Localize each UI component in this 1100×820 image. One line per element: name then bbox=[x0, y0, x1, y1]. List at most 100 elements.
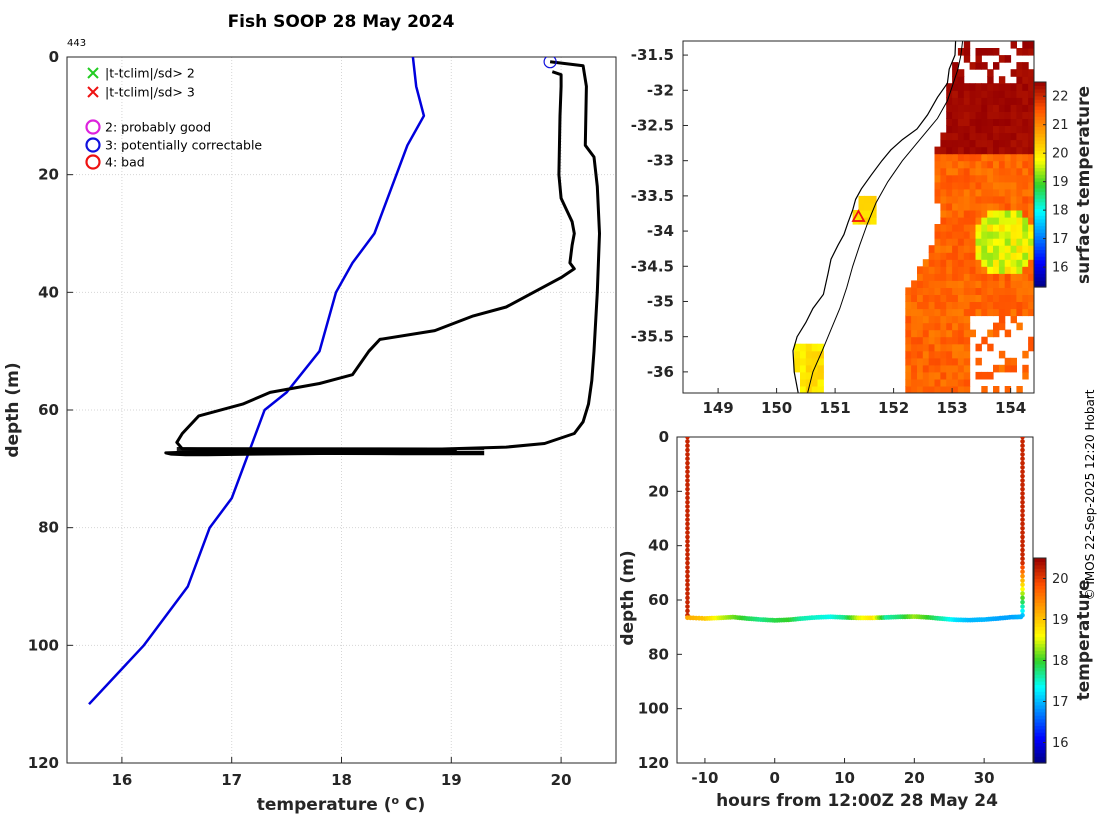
sst-cell bbox=[917, 357, 924, 366]
sst-cell bbox=[969, 259, 976, 267]
sst-cell bbox=[946, 224, 953, 232]
ascent-point bbox=[1020, 469, 1025, 475]
sst-cell bbox=[987, 224, 994, 232]
sst-cell bbox=[1004, 97, 1012, 105]
sst-cell bbox=[981, 294, 988, 302]
sst-cell bbox=[928, 315, 936, 324]
colorbar-cell bbox=[1034, 280, 1046, 285]
sst-cell bbox=[1028, 146, 1034, 155]
colorbar-cell bbox=[1034, 663, 1046, 668]
sst-cell bbox=[1010, 118, 1017, 126]
colorbar-cell bbox=[1034, 622, 1046, 627]
sst-cell bbox=[981, 139, 988, 148]
sst-cell bbox=[975, 343, 982, 352]
sst-cell bbox=[1004, 329, 1012, 338]
sst-cell bbox=[922, 259, 930, 267]
sst-cell bbox=[940, 217, 947, 225]
colorbar-cell bbox=[1034, 599, 1046, 603]
sst-cell bbox=[998, 364, 1006, 373]
x-tick-label: 152 bbox=[878, 399, 909, 417]
descent-point bbox=[685, 582, 690, 588]
colorbar-cell bbox=[1034, 588, 1046, 593]
sst-cell bbox=[1004, 287, 1012, 295]
sst-cell bbox=[969, 146, 976, 155]
sst-cell bbox=[911, 308, 918, 317]
sst-cell bbox=[1016, 238, 1023, 246]
sst-cell bbox=[946, 294, 953, 302]
sst-cell bbox=[987, 195, 994, 204]
colorbar-cell bbox=[1034, 198, 1046, 203]
colorbar-cell bbox=[1034, 749, 1046, 754]
sst-cell bbox=[1022, 104, 1029, 112]
sst-cell bbox=[1022, 181, 1029, 190]
colorbar-cell bbox=[1034, 174, 1046, 179]
sst-cell bbox=[1004, 386, 1012, 393]
sst-cell bbox=[987, 252, 994, 260]
sst-cell bbox=[957, 174, 965, 183]
sst-cell bbox=[963, 231, 971, 239]
sst-cell bbox=[969, 181, 976, 190]
sst-cell bbox=[998, 195, 1006, 204]
sst-cell bbox=[928, 386, 936, 393]
sst-cell bbox=[952, 104, 959, 112]
sst-cell bbox=[963, 224, 971, 232]
sst-cell bbox=[963, 308, 971, 317]
sst-cell bbox=[805, 371, 813, 380]
sst-cell bbox=[940, 153, 947, 162]
sst-cell bbox=[981, 62, 988, 70]
sst-cell bbox=[940, 280, 947, 288]
sst-cell bbox=[957, 202, 965, 211]
isobath-line bbox=[807, 41, 964, 393]
sst-cell bbox=[911, 350, 918, 359]
sst-cell bbox=[998, 245, 1006, 253]
sst-cell bbox=[998, 308, 1006, 317]
sst-cell bbox=[952, 174, 959, 183]
ascent-point bbox=[1020, 525, 1025, 531]
sst-cell bbox=[975, 308, 982, 317]
sst-cell bbox=[993, 167, 1000, 176]
credit-text: © IMOS 22-Sep-2025 12:20 Hobart bbox=[1083, 389, 1097, 600]
sst-cell bbox=[969, 111, 976, 119]
sst-cell bbox=[946, 252, 953, 260]
sst-cell bbox=[969, 210, 976, 218]
profile-y-axis-label: depth (m) bbox=[3, 362, 23, 457]
colorbar-cell bbox=[1034, 571, 1046, 576]
sst-cell bbox=[1022, 139, 1029, 148]
sst-cell bbox=[1028, 118, 1034, 126]
sst-cell bbox=[1028, 245, 1034, 253]
sst-cell bbox=[952, 83, 959, 91]
colorbar-cell bbox=[1034, 725, 1046, 730]
colorbar-tick-label: 17 bbox=[1052, 695, 1069, 710]
colorbar-cell bbox=[1034, 181, 1046, 186]
colorbar-cell bbox=[1034, 102, 1046, 107]
colorbar-cell bbox=[1034, 228, 1046, 233]
sst-cell bbox=[940, 308, 947, 317]
descent-point bbox=[685, 439, 690, 444]
sst-cell bbox=[1010, 280, 1017, 288]
sst-cell bbox=[963, 266, 971, 274]
sst-cell bbox=[975, 245, 982, 253]
sst-cell bbox=[952, 336, 959, 345]
colorbar-cell bbox=[1034, 85, 1046, 90]
sst-cell bbox=[1028, 97, 1034, 105]
sst-cell bbox=[993, 188, 1000, 197]
sst-cell bbox=[987, 167, 994, 176]
sst-cell bbox=[946, 132, 953, 141]
sst-cell bbox=[1016, 273, 1023, 281]
ascent-point bbox=[1020, 534, 1025, 540]
sst-cell bbox=[911, 364, 918, 373]
sst-cell bbox=[975, 273, 982, 281]
sst-cell bbox=[963, 160, 971, 169]
sst-cell bbox=[969, 301, 976, 310]
sst-cell bbox=[800, 357, 807, 366]
sst-cell bbox=[1028, 202, 1034, 211]
sst-cell bbox=[934, 280, 941, 288]
sst-cell bbox=[911, 386, 918, 393]
sst-cell bbox=[952, 139, 959, 148]
ascent-point bbox=[1020, 491, 1025, 496]
sst-cell bbox=[963, 273, 971, 281]
sst-cell bbox=[940, 139, 947, 148]
colorbar-cell bbox=[1034, 643, 1046, 648]
sst-cell bbox=[957, 252, 965, 260]
sst-cell bbox=[981, 280, 988, 288]
